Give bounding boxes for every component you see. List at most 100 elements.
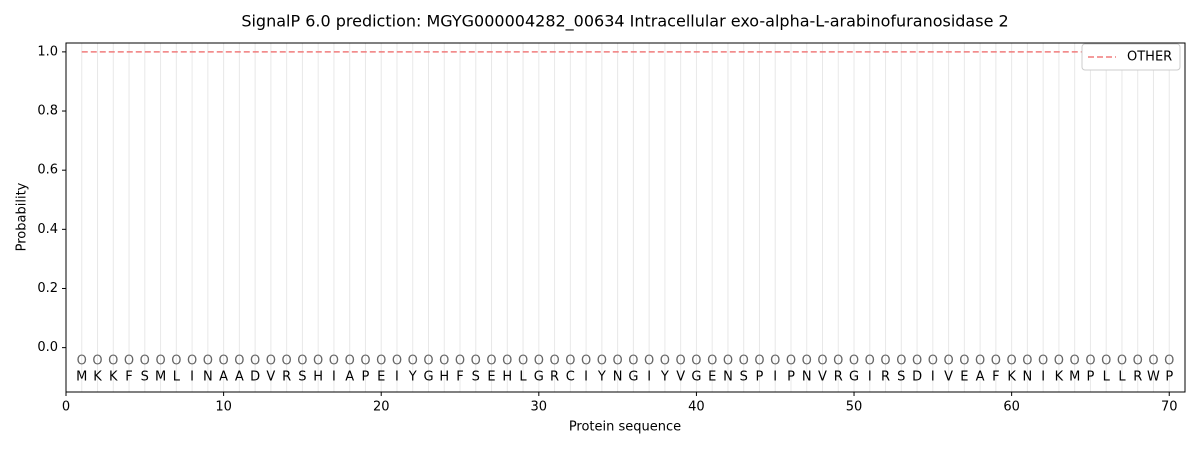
predicted-label: O [723,353,733,368]
residue: R [881,370,890,385]
predicted-label: O [865,353,875,368]
x-tick-label: 0 [62,400,70,415]
residue: V [266,370,275,385]
residue: I [332,370,336,385]
predicted-label: O [518,353,528,368]
predicted-label: O [959,353,969,368]
residue: D [250,370,260,385]
predicted-label: O [1007,353,1017,368]
residue: E [377,370,385,385]
residue: A [219,370,228,385]
predicted-label: O [502,353,512,368]
predicted-label: O [1070,353,1080,368]
residue: H [502,370,512,385]
predicted-label: O [455,353,465,368]
predicted-label: O [770,353,780,368]
residue: N [723,370,733,385]
x-axis-label: Protein sequence [569,420,681,435]
residue: Y [660,370,669,385]
predicted-label: O [266,353,276,368]
predicted-label: O [392,353,402,368]
predicted-label: O [234,353,244,368]
residue: G [628,370,638,385]
predicted-label: O [1164,353,1174,368]
residue: I [584,370,588,385]
predicted-label: O [124,353,134,368]
predicted-label: O [928,353,938,368]
predicted-label: O [423,353,433,368]
predicted-label: O [1054,353,1064,368]
residue: S [141,370,149,385]
residue: G [423,370,433,385]
predicted-label: O [439,353,449,368]
residue: E [960,370,968,385]
predicted-label: O [975,353,985,368]
predicted-label: O [171,353,181,368]
residue: A [235,370,244,385]
predicted-label: O [896,353,906,368]
predicted-label: O [565,353,575,368]
predicted-label: O [707,353,717,368]
x-tick-label: 30 [531,400,548,415]
residue: A [976,370,985,385]
y-tick-label: 0.8 [37,104,58,119]
y-tick-label: 0.2 [37,281,58,296]
residue: S [740,370,748,385]
predicted-label: O [203,353,213,368]
residue: N [802,370,812,385]
y-tick-label: 0.4 [37,222,58,237]
predicted-label: O [991,353,1001,368]
residue: S [298,370,306,385]
predicted-label: O [849,353,859,368]
predicted-label: O [1148,353,1158,368]
residue: M [155,370,166,385]
residue: F [456,370,463,385]
predicted-label: O [282,353,292,368]
predicted-label: O [1101,353,1111,368]
predicted-label: O [486,353,496,368]
residue: K [93,370,102,385]
residue: K [1007,370,1016,385]
predicted-label: O [833,353,843,368]
predicted-label: O [581,353,591,368]
residue: I [395,370,399,385]
residue: E [708,370,716,385]
predicted-label: O [534,353,544,368]
residue: D [912,370,922,385]
predicted-label: O [1022,353,1032,368]
predicted-label: O [786,353,796,368]
residue: K [109,370,118,385]
predicted-label: O [802,353,812,368]
residue: L [1103,370,1111,385]
predicted-label: O [660,353,670,368]
residue: P [1165,370,1173,385]
predicted-label: O [140,353,150,368]
predicted-label: O [313,353,323,368]
residue: A [345,370,354,385]
predicted-label: O [644,353,654,368]
residue: M [76,370,87,385]
residue: L [1118,370,1126,385]
predicted-label: O [297,353,307,368]
predicted-label: O [471,353,481,368]
residue: G [849,370,859,385]
x-tick-label: 60 [1003,400,1020,415]
y-tick-label: 0.0 [37,340,58,355]
residue: I [868,370,872,385]
predicted-label: O [345,353,355,368]
residue: M [1069,370,1080,385]
predicted-label: O [549,353,559,368]
residue: S [472,370,480,385]
residue: L [173,370,181,385]
residue: V [676,370,685,385]
plot-frame [65,42,1186,393]
residue: I [773,370,777,385]
predicted-label: O [613,353,623,368]
residue: E [487,370,495,385]
residue: W [1147,370,1160,385]
predicted-label: O [739,353,749,368]
residue: F [992,370,999,385]
residue: Y [597,370,606,385]
y-axis-label: Probability [15,182,30,251]
